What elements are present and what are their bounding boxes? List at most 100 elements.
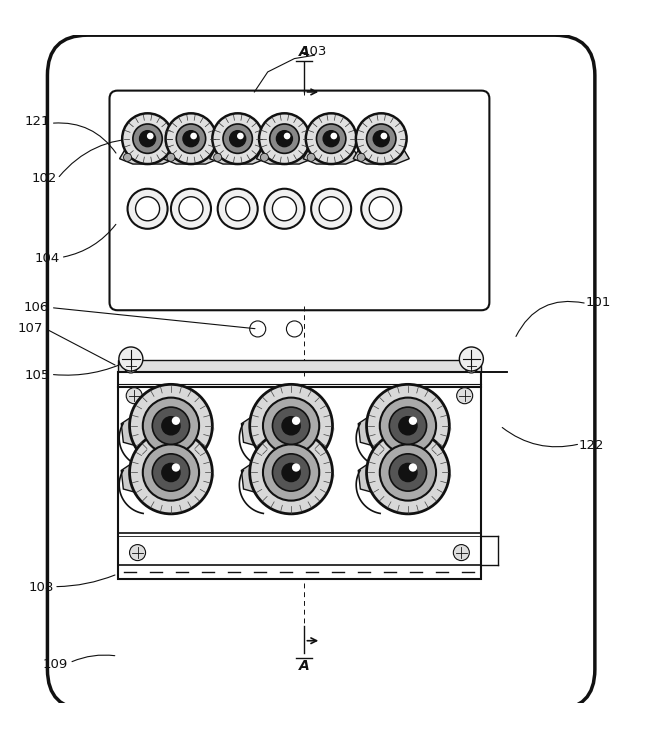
Circle shape	[130, 431, 212, 514]
Circle shape	[212, 114, 263, 164]
Circle shape	[465, 359, 478, 373]
Text: A: A	[299, 660, 310, 673]
Circle shape	[306, 114, 357, 164]
Circle shape	[153, 454, 189, 491]
Circle shape	[272, 197, 296, 221]
Circle shape	[263, 398, 319, 454]
Circle shape	[142, 444, 199, 500]
Text: 104: 104	[35, 252, 60, 266]
Ellipse shape	[248, 466, 334, 486]
Circle shape	[126, 387, 142, 404]
Circle shape	[162, 463, 180, 482]
Circle shape	[166, 114, 216, 164]
Text: 101: 101	[585, 296, 611, 308]
Circle shape	[307, 154, 315, 162]
Circle shape	[389, 454, 427, 491]
Circle shape	[250, 431, 332, 514]
Ellipse shape	[248, 418, 334, 439]
Polygon shape	[353, 145, 409, 164]
Circle shape	[213, 154, 221, 162]
Circle shape	[119, 347, 143, 371]
Circle shape	[284, 133, 290, 139]
Circle shape	[130, 384, 212, 467]
Circle shape	[409, 417, 417, 425]
Circle shape	[367, 384, 450, 467]
Text: 106: 106	[23, 301, 49, 314]
Circle shape	[172, 463, 180, 472]
Circle shape	[259, 114, 310, 164]
Circle shape	[330, 133, 337, 139]
Circle shape	[260, 154, 268, 162]
Circle shape	[190, 133, 197, 139]
Text: 105: 105	[25, 369, 50, 382]
Circle shape	[176, 124, 205, 154]
Text: A: A	[299, 45, 310, 59]
Circle shape	[250, 384, 332, 467]
Circle shape	[124, 154, 132, 162]
Circle shape	[367, 431, 450, 514]
Circle shape	[399, 463, 417, 482]
Circle shape	[282, 417, 300, 435]
Circle shape	[276, 131, 292, 147]
Circle shape	[153, 407, 189, 444]
FancyBboxPatch shape	[47, 35, 595, 709]
Circle shape	[171, 189, 211, 229]
Circle shape	[122, 114, 173, 164]
Circle shape	[454, 545, 470, 561]
Circle shape	[237, 133, 244, 139]
Circle shape	[128, 189, 168, 229]
FancyBboxPatch shape	[110, 91, 490, 310]
Circle shape	[286, 321, 302, 337]
Circle shape	[272, 454, 310, 491]
Text: 108: 108	[28, 582, 54, 595]
Circle shape	[167, 154, 175, 162]
Circle shape	[263, 444, 319, 500]
Ellipse shape	[128, 466, 214, 486]
Circle shape	[357, 154, 365, 162]
Polygon shape	[209, 145, 266, 164]
Circle shape	[282, 463, 300, 482]
Text: 103: 103	[302, 45, 327, 58]
Circle shape	[316, 124, 346, 154]
Circle shape	[311, 189, 351, 229]
Circle shape	[179, 197, 203, 221]
Circle shape	[356, 114, 407, 164]
Circle shape	[409, 463, 417, 472]
Circle shape	[264, 189, 304, 229]
Circle shape	[229, 131, 246, 147]
Polygon shape	[359, 462, 385, 495]
Circle shape	[380, 398, 436, 454]
Ellipse shape	[365, 418, 452, 439]
Polygon shape	[359, 415, 385, 449]
Circle shape	[225, 197, 250, 221]
Circle shape	[270, 124, 299, 154]
Text: 121: 121	[25, 115, 50, 128]
Circle shape	[381, 133, 387, 139]
Polygon shape	[163, 145, 219, 164]
Circle shape	[361, 189, 401, 229]
Text: 107: 107	[18, 323, 43, 336]
Polygon shape	[242, 462, 268, 495]
Bar	[118, 360, 482, 373]
Circle shape	[373, 131, 389, 147]
Circle shape	[172, 417, 180, 425]
Polygon shape	[242, 415, 268, 449]
Circle shape	[457, 387, 473, 404]
Circle shape	[183, 131, 199, 147]
Circle shape	[292, 463, 300, 472]
Circle shape	[140, 131, 156, 147]
Circle shape	[389, 407, 427, 444]
Circle shape	[142, 398, 199, 454]
Circle shape	[292, 417, 300, 425]
Circle shape	[217, 189, 258, 229]
Bar	[118, 373, 482, 579]
Polygon shape	[256, 145, 312, 164]
Circle shape	[223, 124, 252, 154]
Circle shape	[319, 197, 343, 221]
Circle shape	[250, 321, 266, 337]
Ellipse shape	[365, 466, 452, 486]
Circle shape	[136, 197, 160, 221]
Circle shape	[162, 417, 180, 435]
Text: 122: 122	[579, 439, 604, 452]
Text: 102: 102	[31, 172, 57, 185]
